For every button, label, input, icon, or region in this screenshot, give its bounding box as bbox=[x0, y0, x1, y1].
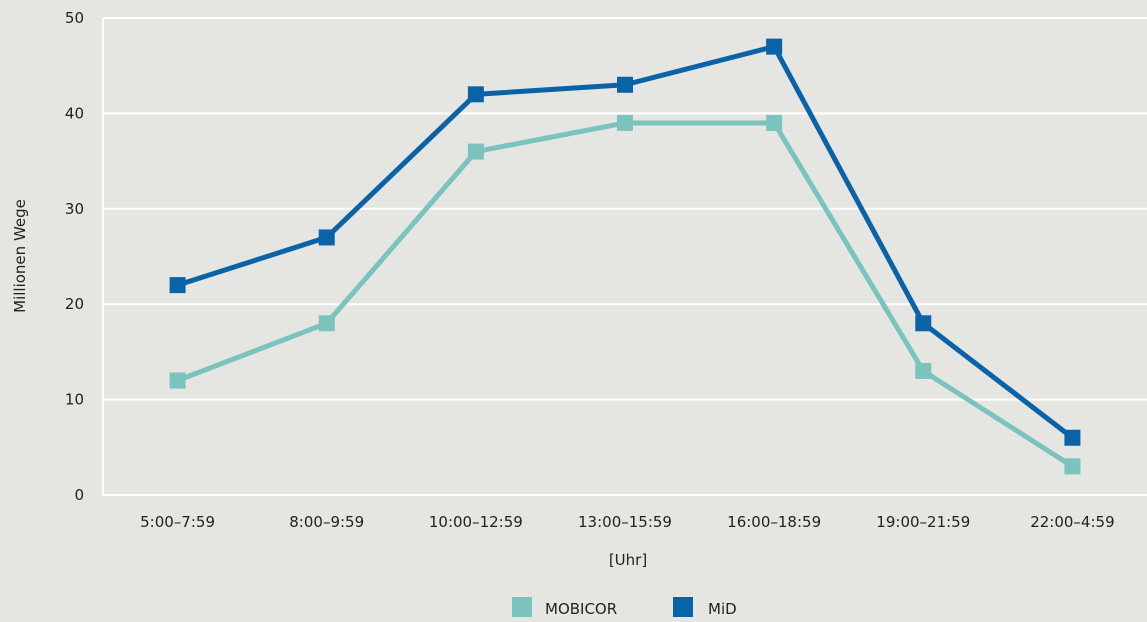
y-tick-label: 10 bbox=[65, 391, 84, 409]
data-point bbox=[467, 86, 484, 103]
x-tick-label: 5:00–7:59 bbox=[140, 513, 215, 531]
data-point bbox=[915, 315, 932, 332]
gridlines bbox=[102, 17, 1147, 496]
series-mid bbox=[169, 38, 1081, 446]
data-point bbox=[467, 143, 484, 160]
x-tick-label: 19:00–21:59 bbox=[876, 513, 970, 531]
y-tick-label: 30 bbox=[65, 200, 84, 218]
series-mobicor bbox=[169, 114, 1081, 475]
y-tick-label: 40 bbox=[65, 104, 84, 122]
x-axis-label: [Uhr] bbox=[609, 551, 647, 569]
x-tick-label: 22:00–4:59 bbox=[1030, 513, 1114, 531]
data-point bbox=[1064, 458, 1081, 475]
data-point bbox=[169, 277, 186, 294]
data-point bbox=[318, 315, 335, 332]
data-point bbox=[318, 229, 335, 246]
data-point bbox=[617, 114, 633, 131]
data-point bbox=[766, 38, 783, 55]
data-point bbox=[1064, 429, 1081, 446]
legend-swatch bbox=[673, 597, 693, 617]
legend-label: MOBICOR bbox=[545, 600, 617, 618]
data-point bbox=[169, 372, 186, 389]
legend-swatch bbox=[512, 597, 532, 617]
x-tick-label: 16:00–18:59 bbox=[727, 513, 821, 531]
y-tick-label: 50 bbox=[65, 9, 84, 27]
x-tick-label: 8:00–9:59 bbox=[289, 513, 364, 531]
data-point bbox=[617, 76, 633, 93]
y-axis-ticks: 0 10 20 30 40 50 bbox=[65, 9, 84, 504]
legend: MOBICOR MiD bbox=[512, 597, 737, 618]
series-group bbox=[169, 38, 1081, 475]
legend-label: MiD bbox=[708, 600, 737, 618]
data-point bbox=[766, 114, 783, 131]
y-tick-label: 20 bbox=[65, 295, 84, 313]
x-tick-label: 10:00–12:59 bbox=[429, 513, 523, 531]
y-tick-label: 0 bbox=[74, 486, 84, 504]
x-tick-label: 13:00–15:59 bbox=[578, 513, 672, 531]
data-point bbox=[915, 362, 932, 379]
y-axis-label: Millionen Wege bbox=[11, 199, 29, 313]
series-line bbox=[176, 120, 1074, 469]
x-axis-ticks: 5:00–7:59 8:00–9:59 10:00–12:59 13:00–15:59… bbox=[140, 513, 1115, 531]
